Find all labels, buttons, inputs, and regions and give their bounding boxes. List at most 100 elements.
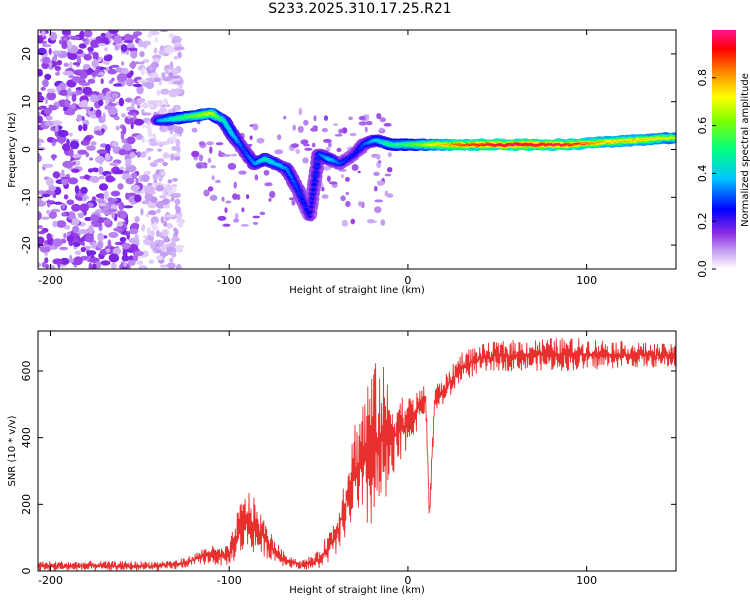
noise-blob	[125, 97, 133, 103]
noise-blob	[119, 236, 127, 243]
noise-blob	[83, 30, 93, 38]
noise-blob	[42, 56, 51, 64]
noise-blob	[321, 194, 329, 199]
noise-blob	[149, 141, 159, 147]
ridge-mark	[554, 143, 558, 146]
noise-blob	[146, 100, 158, 104]
ridge-mark	[249, 157, 252, 160]
noise-blob	[38, 190, 47, 195]
noise-blob	[86, 145, 96, 151]
noise-blob	[38, 262, 42, 268]
noise-blob	[47, 237, 54, 246]
noise-blob	[303, 143, 310, 147]
noise-blob	[48, 47, 52, 55]
ridge-mark	[516, 144, 519, 147]
ridge-mark	[240, 145, 243, 147]
noise-blob	[45, 200, 56, 204]
ridge-mark	[641, 138, 644, 141]
ridge-mark	[316, 161, 319, 164]
noise-blob	[61, 30, 71, 36]
noise-blob	[61, 202, 66, 210]
noise-blob	[38, 115, 44, 124]
noise-blob	[123, 205, 134, 209]
ridge-mark	[302, 200, 305, 203]
noise-blob	[234, 213, 239, 220]
noise-blob	[125, 158, 132, 166]
noise-blob	[376, 113, 382, 120]
noise-blob	[168, 72, 174, 77]
noise-blob	[51, 50, 63, 55]
noise-blob	[44, 120, 55, 127]
ridge-mark	[478, 144, 481, 147]
noise-blob	[93, 168, 99, 173]
noise-blob	[136, 97, 146, 104]
ridge-mark	[608, 142, 611, 144]
noise-blob	[121, 113, 126, 118]
y-tick-label: 20	[20, 47, 33, 61]
noise-blob	[111, 141, 119, 148]
noise-blob	[137, 104, 141, 109]
noise-blob	[77, 212, 85, 219]
y-tick-label: 10	[20, 95, 33, 109]
ridge-mark	[628, 140, 632, 142]
noise-blob	[341, 219, 348, 227]
noise-blob	[131, 172, 137, 180]
noise-blob	[358, 116, 366, 121]
ridge-mark	[623, 140, 627, 142]
noise-blob	[108, 80, 114, 84]
noise-blob	[210, 165, 217, 169]
noise-blob	[143, 170, 152, 175]
ridge-mark	[365, 141, 368, 144]
ridge-mark	[577, 142, 581, 145]
noise-blob	[145, 81, 155, 89]
ridge-mark	[572, 143, 576, 145]
spectrogram-x-label: Height of straight line (km)	[289, 285, 425, 296]
noise-blob	[74, 250, 82, 256]
noise-blob	[121, 255, 130, 262]
noise-blob	[298, 107, 303, 116]
noise-blob	[321, 127, 328, 133]
noise-blob	[78, 43, 87, 49]
noise-blob	[97, 232, 104, 242]
ridge-mark	[646, 138, 650, 141]
ridge-mark	[299, 194, 302, 197]
noise-blob	[215, 142, 224, 146]
ridge-mark	[483, 144, 486, 146]
noise-blob	[130, 200, 136, 205]
noise-blob	[56, 85, 61, 93]
ridge-mark	[252, 161, 255, 163]
noise-blob	[38, 138, 43, 143]
noise-blob	[41, 193, 51, 198]
noise-blob	[147, 156, 151, 161]
ridge-mark	[449, 144, 452, 147]
noise-blob	[161, 244, 166, 253]
ridge-mark	[433, 144, 436, 147]
noise-blob	[351, 164, 359, 171]
noise-blob	[74, 185, 80, 194]
noise-blob	[45, 115, 53, 121]
noise-blob	[38, 111, 41, 117]
noise-blob	[96, 65, 100, 74]
ridge-mark	[552, 143, 555, 146]
noise-blob	[52, 138, 58, 143]
noise-blob	[145, 212, 150, 218]
noise-blob	[156, 208, 161, 214]
noise-blob	[232, 193, 238, 200]
noise-blob	[162, 98, 168, 103]
ridge-mark	[441, 144, 444, 146]
noise-blob	[333, 123, 339, 126]
ridge-mark	[662, 137, 665, 140]
noise-blob	[105, 218, 111, 225]
noise-blob	[162, 76, 171, 82]
noise-blob	[174, 198, 181, 205]
noise-blob	[102, 112, 106, 121]
noise-blob	[122, 125, 127, 135]
noise-blob	[157, 148, 163, 152]
noise-blob	[233, 218, 240, 223]
noise-blob	[147, 103, 155, 109]
noise-blob	[104, 47, 108, 52]
ridge-mark	[595, 141, 599, 144]
colorbar-gradient	[712, 30, 736, 269]
noise-blob	[373, 171, 380, 176]
